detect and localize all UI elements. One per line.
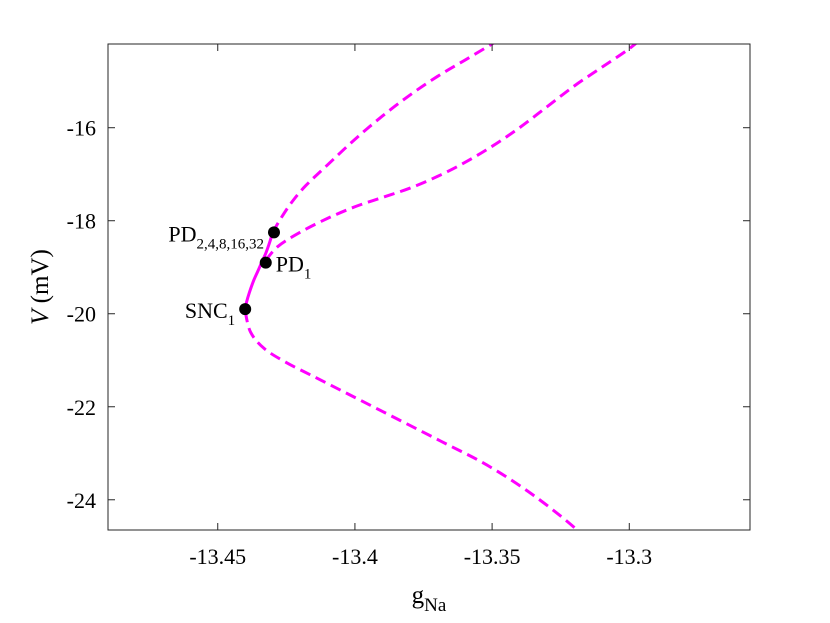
y-tick-label: -24: [67, 488, 96, 513]
y-tick-label: -22: [67, 395, 96, 420]
bifurcation-points: PD2,4,8,16,32 PD1 SNC1: [168, 221, 311, 329]
bifurcation-point-marker: [239, 303, 252, 316]
bifurcation-point-marker: [259, 256, 272, 269]
unstable-branch-line-3: [243, 311, 580, 530]
x-tick-label: -13.3: [606, 544, 652, 569]
x-tick-label: -13.35: [464, 544, 521, 569]
stable-branch-line: [243, 231, 275, 310]
x-axis-title: gNa: [412, 582, 447, 616]
bifurcation-point-label: SNC1: [185, 298, 235, 329]
bifurcation-point-label: PD2,4,8,16,32: [168, 221, 264, 252]
x-tick-label: -13.45: [189, 544, 246, 569]
y-tick-label: -16: [67, 116, 96, 141]
y-tick-label: -20: [67, 302, 96, 327]
unstable-branch-line-1: [271, 44, 496, 234]
bifurcation-point-marker: [267, 226, 280, 239]
y-tick-label: -18: [67, 209, 96, 234]
unstable-branch-line-2: [264, 44, 638, 262]
plot-lines: [243, 44, 638, 530]
y-axis-title: V (mV): [27, 249, 54, 325]
plot-frame: [107, 43, 751, 531]
x-axis-title-subscript: Na: [424, 595, 447, 616]
axes-ticks: -13.45 -13.4 -13.35 -13.3 -16 -18 -20 -22 -24: [67, 44, 750, 569]
bifurcation-point-label: PD1: [276, 252, 312, 283]
x-tick-label: -13.4: [332, 544, 378, 569]
